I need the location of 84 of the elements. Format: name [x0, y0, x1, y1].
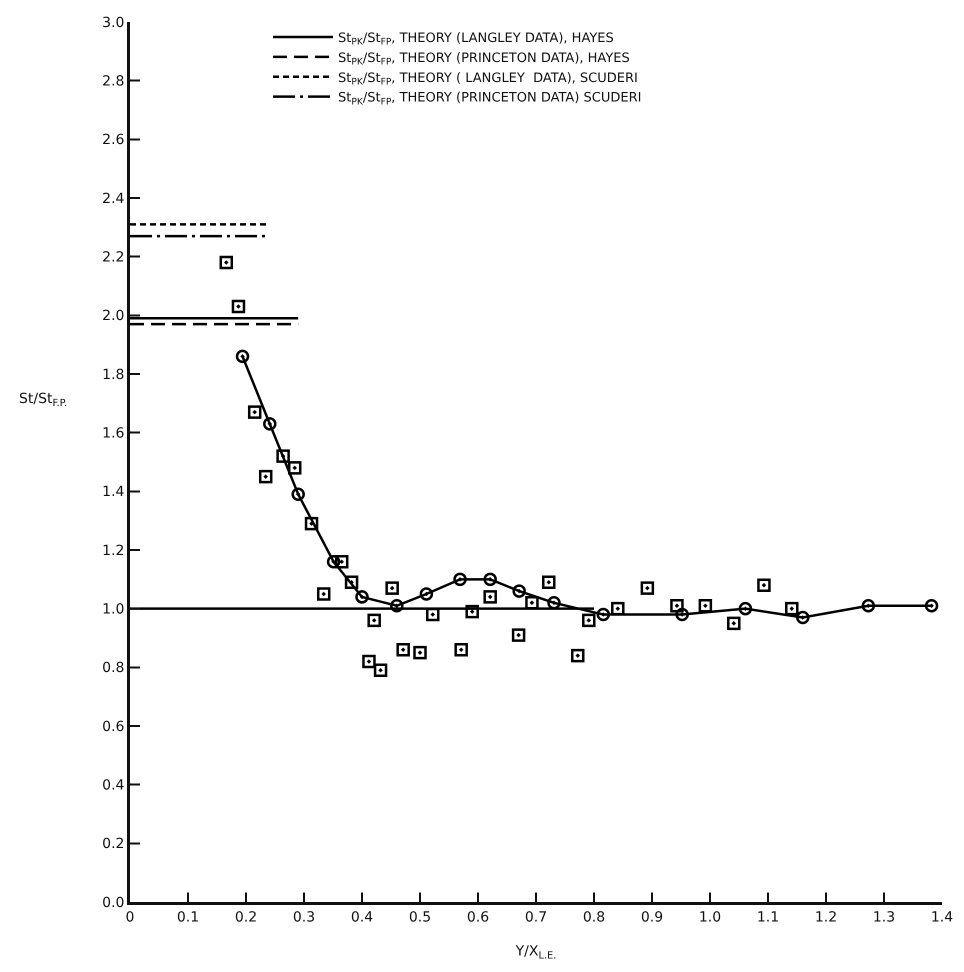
- point: [640, 581, 654, 595]
- point: [512, 628, 526, 642]
- x-tick-label: 1.2: [814, 910, 838, 926]
- point: [362, 654, 376, 668]
- point: [248, 405, 262, 419]
- point: [785, 602, 799, 616]
- point: [738, 602, 752, 616]
- point: [512, 584, 526, 598]
- x-axis-title: Y/X$_{L.E.}$: [514, 944, 556, 962]
- point: [571, 648, 585, 662]
- point: [396, 642, 410, 656]
- x-tick-label: 1.1: [756, 910, 780, 926]
- point: [390, 598, 404, 612]
- point: [263, 417, 277, 431]
- point: [334, 554, 348, 568]
- point: [367, 614, 381, 628]
- y-axis-title: St/St$_{F.P.}$: [19, 391, 68, 409]
- y-tick-label: 2.4: [102, 190, 125, 207]
- legend-label: St$_{PK}$/St$_{FP}$, THEORY (LANGLEY DATA), HAYES: [338, 31, 614, 48]
- point: [344, 576, 358, 590]
- point: [420, 587, 434, 601]
- y-tick-label: 0.4: [102, 778, 125, 794]
- y-tick-label: 1.4: [102, 484, 125, 500]
- y-tick-label: 0.2: [102, 836, 124, 852]
- x-tick-label: 0.8: [582, 910, 606, 926]
- x-tick-label: 0.2: [234, 910, 258, 926]
- point: [611, 602, 625, 616]
- y-tick-label: 0.6: [102, 718, 125, 735]
- y-tick-label: 3.0: [102, 14, 124, 31]
- y-tick-label: 1.0: [102, 602, 124, 618]
- point: [236, 350, 250, 364]
- point: [258, 470, 272, 484]
- point: [220, 256, 234, 270]
- point: [924, 598, 938, 612]
- x-tick-label: 1.3: [872, 910, 896, 926]
- y-tick-label: 2.0: [102, 308, 124, 324]
- point: [670, 598, 684, 612]
- point: [757, 578, 771, 592]
- point: [326, 554, 340, 568]
- point: [288, 461, 302, 475]
- point: [582, 614, 596, 628]
- point: [483, 590, 497, 604]
- y-tick-label: 2.2: [102, 250, 124, 266]
- point: [453, 572, 467, 586]
- y-tick-label: 1.8: [102, 366, 124, 383]
- legend-label: St$_{PK}$/St$_{FP}$, THEORY (PRINCETON DATA), HAYES: [338, 50, 630, 68]
- x-tick-label: 0.4: [350, 910, 374, 926]
- x-tick-label: 0.3: [292, 910, 316, 926]
- point: [291, 488, 305, 502]
- point: [232, 300, 246, 314]
- point: [454, 642, 468, 656]
- x-tick-label: 1.0: [698, 910, 722, 926]
- x-tick-label: 0.6: [466, 910, 490, 926]
- y-tick-label: 1.2: [102, 542, 124, 559]
- point: [413, 646, 427, 660]
- point: [374, 664, 388, 678]
- point: [316, 587, 330, 601]
- point: [862, 598, 876, 612]
- x-tick-label: 0.9: [640, 910, 664, 926]
- point: [727, 616, 741, 630]
- legend-label: St$_{PK}$/St$_{FP}$, THEORY ( LANGLEY DATA), SCUDERI: [338, 70, 638, 88]
- point: [276, 449, 290, 463]
- point: [675, 608, 689, 622]
- point: [596, 608, 610, 622]
- point: [426, 608, 440, 622]
- y-tick-label: 0.8: [102, 660, 124, 676]
- point: [796, 610, 810, 624]
- x-tick-label: 0.1: [176, 910, 200, 926]
- point: [304, 516, 318, 530]
- point: [698, 598, 712, 612]
- x-tick-label: 0.7: [524, 910, 548, 926]
- y-tick-label: 0.0: [102, 894, 124, 911]
- point: [542, 576, 556, 590]
- x-tick-label: 1.4: [930, 910, 954, 926]
- point: [465, 604, 479, 618]
- point: [385, 581, 399, 595]
- point: [355, 590, 369, 604]
- x-tick-label: 0: [126, 910, 134, 926]
- y-tick-label: 1.6: [102, 426, 125, 442]
- x-tick-label: 0.5: [408, 910, 432, 926]
- y-tick-label: 2.6: [102, 132, 125, 148]
- legend-label: St$_{PK}$/St$_{FP}$, THEORY (PRINCETON DATA) SCUDERI: [338, 90, 642, 108]
- y-tick-label: 2.8: [102, 74, 124, 90]
- point: [483, 572, 497, 586]
